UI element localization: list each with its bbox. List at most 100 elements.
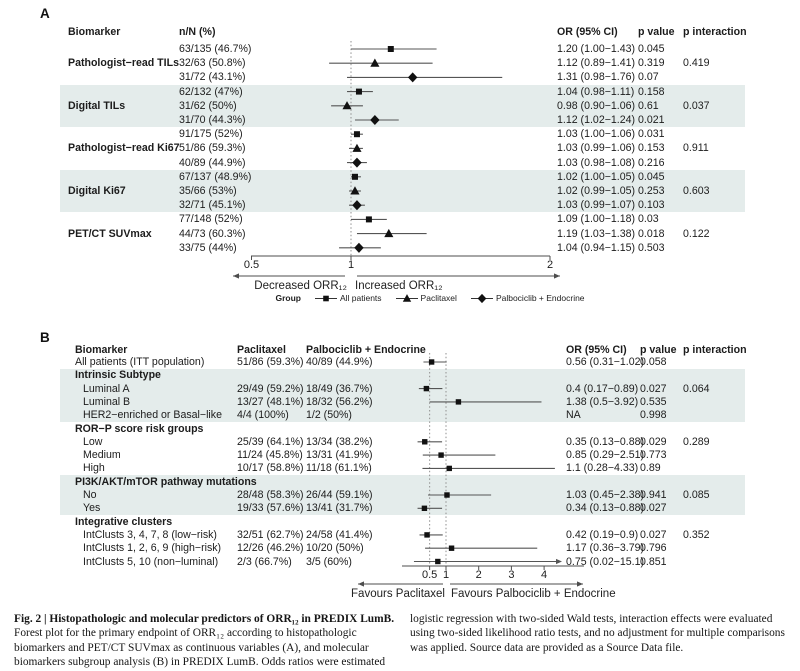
column-header: Paclitaxel (237, 344, 286, 356)
square-marker (424, 532, 430, 538)
or-ci-value: 0.34 (0.13−0.88) (566, 502, 645, 515)
n-over-n-value: 32/63 (50.8%) (179, 57, 246, 70)
p-value: 0.07 (638, 71, 659, 84)
triangle-legend-icon (395, 293, 418, 302)
p-interaction-value: 0.603 (683, 185, 710, 197)
paclitaxel-value: 10/17 (58.8%) (237, 462, 304, 475)
diamond-marker (354, 242, 364, 253)
palbociclib-endocrine-value: 13/34 (38.2%) (306, 435, 373, 448)
or-ci-value: 1.04 (0.98−1.11) (557, 85, 635, 98)
paclitaxel-value: 4/4 (100%) (237, 409, 289, 422)
p-value: 0.998 (640, 409, 667, 422)
or-ci-value: 1.12 (1.02−1.24) (557, 114, 636, 126)
panel-a-forest-plot: A 0.5 1 2 Decreased ORR₁₂ Increased ORR₁₂ Biom… (0, 0, 800, 322)
square-marker (422, 439, 428, 445)
biomarker-label: Yes (83, 502, 101, 515)
paclitaxel-value: 51/86 (59.3%) (237, 356, 304, 368)
square-marker (353, 131, 360, 138)
column-header: p value (638, 26, 675, 38)
n-over-n-value: 35/66 (53%) (179, 185, 237, 197)
legend-item: Paclitaxel (395, 293, 457, 303)
p-value: 0.031 (638, 128, 665, 141)
or-ci-value: 1.1 (0.28−4.33) (566, 462, 639, 475)
paclitaxel-value: 25/39 (64.1%) (237, 435, 304, 448)
p-value: 0.103 (638, 199, 665, 212)
p-value: 0.027 (640, 502, 667, 515)
legend-title: Group (275, 293, 301, 303)
or-ci-value: 0.75 (0.02−15.1) (566, 555, 645, 568)
p-interaction-value: 0.419 (683, 57, 710, 70)
n-over-n-value: 31/70 (44.3%) (179, 114, 246, 126)
triangle-marker (342, 101, 352, 110)
palbociclib-endocrine-value: 24/58 (41.4%) (306, 528, 373, 541)
p-value: 0.941 (640, 489, 667, 501)
paclitaxel-value: 19/33 (57.6%) (237, 502, 304, 515)
shaded-band (60, 169, 745, 213)
or-ci-value: 0.35 (0.13−0.88) (566, 435, 645, 448)
biomarker-label: HER2−enriched or Basal−like (83, 409, 222, 422)
or-ci-value: 1.03 (0.98−1.08) (557, 156, 636, 169)
triangle-marker (384, 228, 394, 238)
panel-b-forest-plot: B 0.5 1 2 3 4 Favours Paclitaxel Favours Palboc… (0, 322, 800, 612)
legend-item: Palbociclib + Endocrine (470, 293, 585, 303)
p-value: 0.773 (640, 449, 667, 462)
p-value: 0.021 (638, 114, 665, 126)
column-header: p interaction (683, 26, 747, 38)
p-value: 0.058 (640, 356, 667, 368)
increase-arrow-head (577, 581, 583, 587)
biomarker-label: Digital TILs (68, 99, 126, 112)
biomarker-label: IntClusts 3, 4, 7, 8 (low−risk) (83, 528, 217, 541)
square-marker (365, 216, 372, 223)
square-legend-icon (314, 295, 337, 301)
column-header: Biomarker (68, 26, 121, 38)
increase-arrow-head (554, 273, 560, 279)
column-header: OR (95% CI) (557, 26, 618, 38)
or-ci-value: 1.31 (0.98−1.76) (557, 71, 636, 84)
legend-item-label: Palbociclib + Endocrine (495, 293, 585, 303)
p-value: 0.253 (638, 185, 665, 197)
n-over-n-value: 32/71 (45.1%) (179, 199, 246, 212)
or-ci-value: 1.12 (0.89−1.41) (557, 57, 636, 70)
axis-right-direction-label: Favours Palbociclib + Endocrine (451, 588, 616, 600)
or-ci-value: 1.04 (0.94−1.15) (557, 241, 636, 254)
n-over-n-value: 40/89 (44.9%) (179, 156, 246, 169)
column-header: OR (95% CI) (566, 344, 627, 356)
axis-tick-label: 2 (475, 569, 482, 581)
n-over-n-value: 63/135 (46.7%) (179, 43, 252, 55)
palbociclib-endocrine-value: 11/18 (61.1%) (306, 462, 372, 475)
legend-item-label: Paclitaxel (420, 293, 457, 303)
diamond-legend-icon (470, 293, 493, 303)
p-value: 0.851 (640, 555, 667, 568)
biomarker-label: Luminal A (83, 382, 130, 395)
shaded-band (60, 368, 745, 422)
n-over-n-value: 33/75 (44%) (179, 241, 237, 254)
axis-tick-label: 4 (541, 569, 548, 581)
axis-tick-label: 1 (347, 259, 355, 271)
palbociclib-endocrine-value: 18/49 (36.7%) (306, 382, 373, 395)
ci-clip-arrow (556, 558, 562, 565)
or-ci-value: 1.03 (0.45−2.38) (566, 489, 645, 501)
square-marker (455, 399, 462, 405)
paclitaxel-value: 29/49 (59.2%) (237, 382, 304, 395)
p-value: 0.61 (638, 99, 659, 112)
caption-title: Fig. 2 | Histopathologic and molecular p… (14, 613, 395, 625)
square-marker (444, 492, 450, 498)
forest-plot-svg-b (358, 353, 584, 587)
square-marker (448, 545, 455, 551)
biomarker-label: All patients (ITT population) (75, 356, 205, 368)
square-marker (351, 173, 358, 180)
or-ci-value: 1.03 (0.99−1.07) (557, 199, 636, 212)
biomarker-label: IntClusts 1, 2, 6, 9 (high−risk) (83, 542, 222, 555)
n-over-n-value: 31/62 (50%) (179, 99, 237, 112)
p-interaction-value: 0.085 (683, 489, 710, 501)
biomarker-label: ROR−P score risk groups (75, 422, 204, 435)
caption-right-column: logistic regression with two-sided Wald … (410, 613, 785, 654)
biomarker-label: No (83, 489, 97, 501)
axis-tick-label: 3 (508, 569, 515, 581)
axis-tick-label: 0.5 (421, 569, 438, 581)
or-ci-value: 0.56 (0.31−1.02) (566, 356, 645, 368)
p-interaction-value: 0.289 (683, 435, 710, 448)
legend-item-label: All patients (339, 293, 382, 303)
p-value: 0.503 (638, 241, 665, 254)
